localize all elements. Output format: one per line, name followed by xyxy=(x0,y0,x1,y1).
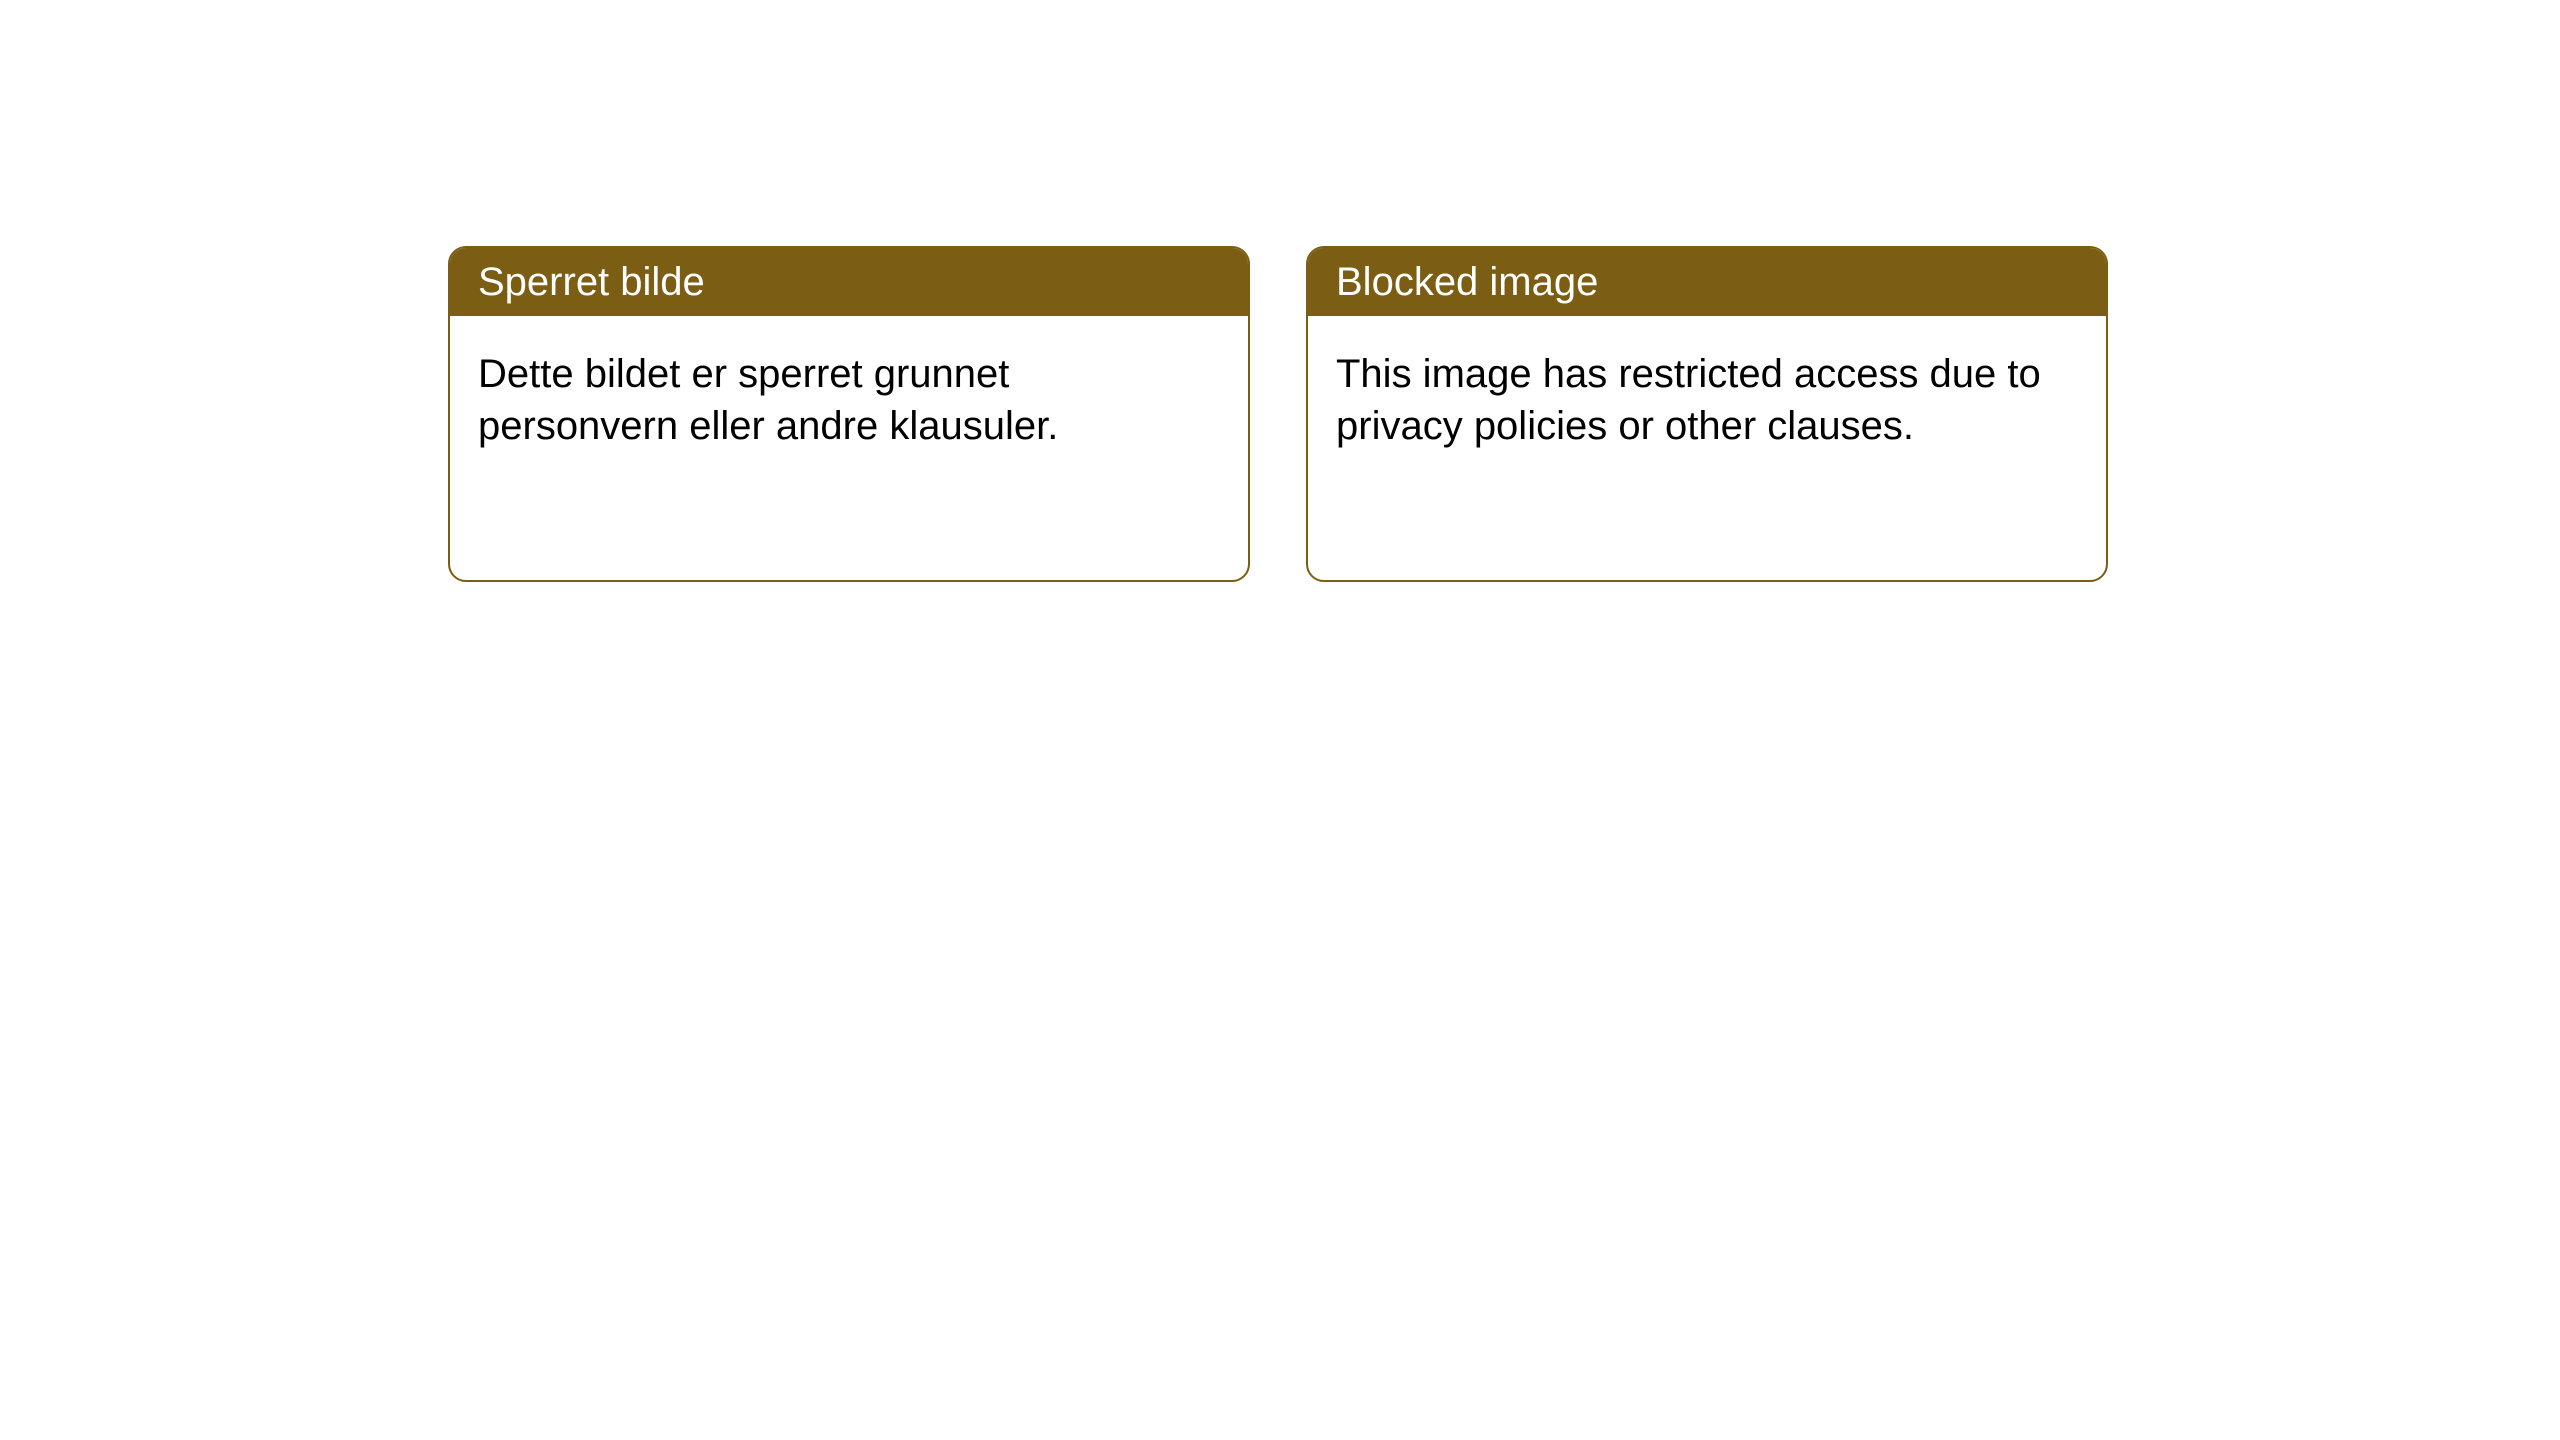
notice-title-english: Blocked image xyxy=(1308,248,2106,316)
notice-card-norwegian: Sperret bilde Dette bildet er sperret gr… xyxy=(448,246,1250,582)
notice-container: Sperret bilde Dette bildet er sperret gr… xyxy=(448,246,2108,582)
notice-body-norwegian: Dette bildet er sperret grunnet personve… xyxy=(450,316,1248,484)
notice-body-english: This image has restricted access due to … xyxy=(1308,316,2106,484)
notice-title-norwegian: Sperret bilde xyxy=(450,248,1248,316)
notice-card-english: Blocked image This image has restricted … xyxy=(1306,246,2108,582)
